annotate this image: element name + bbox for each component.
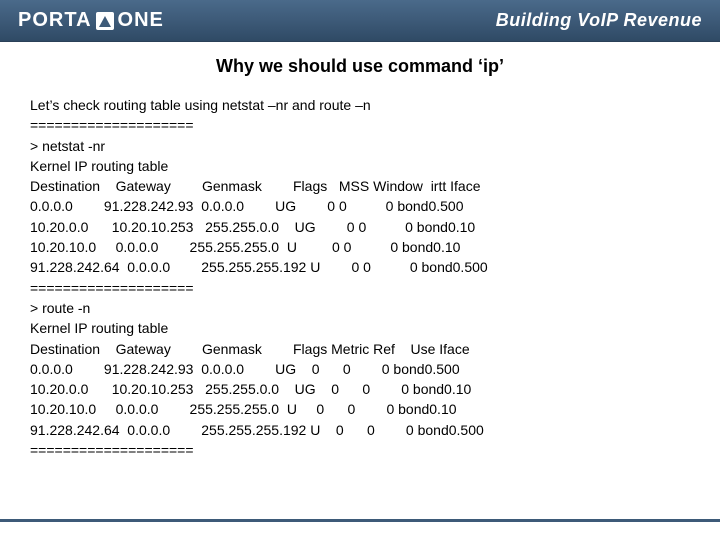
netstat-heading: Kernel IP routing table [30,156,690,176]
intro-line: Let’s check routing table using netstat … [30,95,690,115]
netstat-prompt: > netstat -nr [30,136,690,156]
body-text: Let’s check routing table using netstat … [30,95,690,460]
logo: PORTA ONE [18,9,164,32]
table-row: 91.228.242.64 0.0.0.0 255.255.255.192 U … [30,257,690,277]
footer-divider [0,519,720,522]
header-bar: PORTA ONE Building VoIP Revenue [0,0,720,42]
logo-text-right: ONE [118,9,164,32]
table-row: 0.0.0.0 91.228.242.93 0.0.0.0 UG 0 0 0 b… [30,359,690,379]
divider-line: ==================== [30,278,690,298]
content-area: Why we should use command ‘ip’ Let’s che… [0,42,720,460]
slide: PORTA ONE Building VoIP Revenue Why we s… [0,0,720,540]
route-columns: Destination Gateway Genmask Flags Metric… [30,339,690,359]
route-prompt: > route -n [30,298,690,318]
slide-title: Why we should use command ‘ip’ [30,56,690,77]
netstat-columns: Destination Gateway Genmask Flags MSS Wi… [30,176,690,196]
logo-icon [94,10,116,32]
route-heading: Kernel IP routing table [30,318,690,338]
table-row: 10.20.0.0 10.20.10.253 255.255.0.0 UG 0 … [30,217,690,237]
table-row: 10.20.10.0 0.0.0.0 255.255.255.0 U 0 0 0… [30,237,690,257]
divider-line: ==================== [30,115,690,135]
table-row: 91.228.242.64 0.0.0.0 255.255.255.192 U … [30,420,690,440]
table-row: 0.0.0.0 91.228.242.93 0.0.0.0 UG 0 0 0 b… [30,196,690,216]
logo-text-left: PORTA [18,9,92,32]
tagline: Building VoIP Revenue [496,10,702,31]
table-row: 10.20.10.0 0.0.0.0 255.255.255.0 U 0 0 0… [30,399,690,419]
divider-line: ==================== [30,440,690,460]
table-row: 10.20.0.0 10.20.10.253 255.255.0.0 UG 0 … [30,379,690,399]
